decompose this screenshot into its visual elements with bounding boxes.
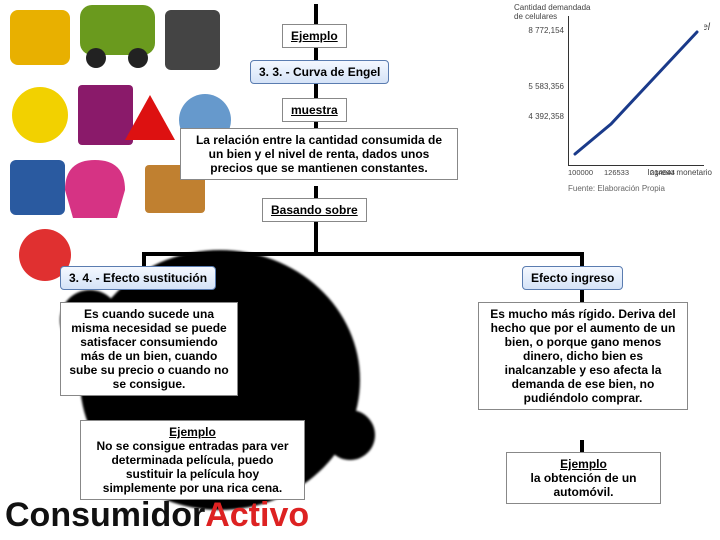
label-ejemplo: Ejemplo — [169, 425, 216, 439]
chart-xtick: 100000 — [568, 168, 593, 177]
node-basando: Basando sobre — [262, 198, 367, 222]
node-engel-def: La relación entre la cantidad consumida … — [180, 128, 458, 180]
bg-brand: ConsumidorActivo — [5, 496, 309, 535]
label-ejemplo: Ejemplo — [560, 457, 607, 471]
node-ingreso-def: Es mucho más rígido. Deriva del hecho qu… — [478, 302, 688, 410]
text-sust-ej: No se consigue entradas para ver determi… — [96, 439, 288, 495]
node-sust-ej: Ejemplo No se consigue entradas para ver… — [80, 420, 305, 500]
chart-source: Fuente: Elaboración Propia — [568, 184, 665, 193]
conn — [142, 252, 582, 256]
node-muestra: muestra — [282, 98, 347, 122]
chart-plot — [568, 16, 704, 166]
text-ingreso-ej: la obtención de un automóvil. — [530, 471, 636, 499]
chart-xtick: 126533 — [604, 168, 629, 177]
bg-brand-b: Activo — [205, 496, 309, 534]
node-sust-def: Es cuando sucede una misma necesidad se … — [60, 302, 238, 396]
node-ingreso-title: Efecto ingreso — [522, 266, 623, 290]
conn — [314, 218, 318, 254]
chart-ytick: 8 772,154 — [516, 26, 564, 35]
chart-line — [569, 16, 705, 166]
conn — [314, 4, 318, 26]
node-sust-title: 3. 4. - Efecto sustitución — [60, 266, 216, 290]
engel-chart: Cantidad demandadade celulares Curva de … — [512, 4, 712, 204]
chart-ytick: 4 392,358 — [516, 112, 564, 121]
node-ejemplo-top: Ejemplo — [282, 24, 347, 48]
bg-brand-a: Consumidor — [5, 496, 205, 534]
node-engel-title: 3. 3. - Curva de Engel — [250, 60, 389, 84]
chart-ytick: 5 583,356 — [516, 82, 564, 91]
chart-xtick: 214044 — [650, 168, 675, 177]
node-ingreso-ej: Ejemplo la obtención de un automóvil. — [506, 452, 661, 504]
